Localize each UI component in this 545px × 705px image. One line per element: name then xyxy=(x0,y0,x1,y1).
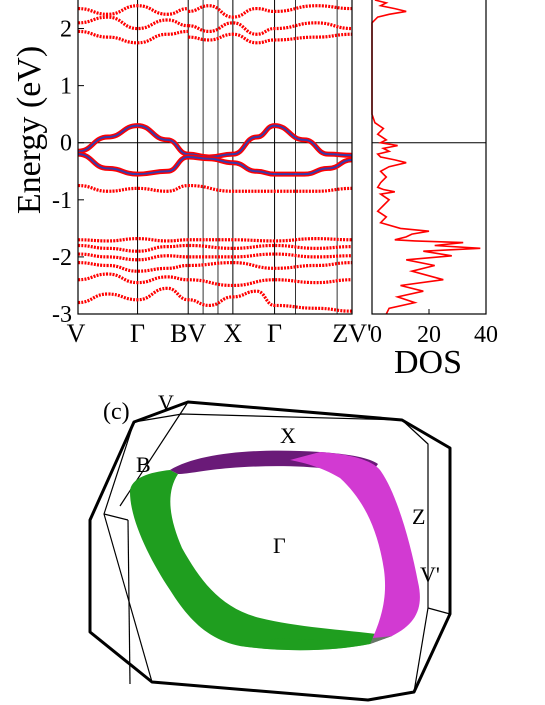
dos-panel: 0 20 40 DOS xyxy=(370,0,498,381)
band-line-8 xyxy=(77,183,353,193)
fermi-surface-panel: (c) V X B Γ Z xyxy=(88,390,452,702)
bz-label-x: X xyxy=(280,423,296,448)
fermi-surface-green-sheet xyxy=(130,470,392,651)
dos-axis-label: DOS xyxy=(394,344,462,381)
panel-c-label: (c) xyxy=(103,399,130,425)
y-tick-label: -2 xyxy=(52,245,72,271)
bz-label-v: V xyxy=(158,390,174,415)
band-line-11 xyxy=(77,252,353,262)
dos-x-tick-label: 40 xyxy=(474,322,498,348)
dos-x-ticks: 0 20 40 xyxy=(370,309,498,348)
kpoint-label: BV xyxy=(170,319,206,348)
band-line-4 xyxy=(188,21,353,36)
kpoint-label: Γ xyxy=(130,319,145,348)
band-line-14 xyxy=(77,286,353,313)
band-line-3 xyxy=(188,4,353,19)
band-line-7 xyxy=(77,151,353,177)
dos-x-tick-label: 20 xyxy=(417,322,441,348)
y-tick-label: -3 xyxy=(52,302,72,328)
band-line-12 xyxy=(77,261,353,273)
kpoint-label: Γ xyxy=(267,319,282,348)
band-curves xyxy=(77,4,353,313)
bz-label-z: Z xyxy=(412,504,425,529)
band-frame-rect xyxy=(77,0,353,315)
fermi-surface-magenta-sheet xyxy=(290,452,420,644)
fermi-surface xyxy=(130,450,420,651)
band-line-1 xyxy=(77,15,189,31)
fermi-surface-dark-bottom xyxy=(240,636,392,651)
band-line-9 xyxy=(77,237,353,243)
band-y-ticks: -3 -2 -1 0 1 2 xyxy=(52,17,84,328)
bz-inner-edges xyxy=(133,413,403,423)
kpoint-label: ZV' xyxy=(332,319,371,348)
bz-label-vprime: V' xyxy=(420,562,440,587)
y-tick-label: -1 xyxy=(52,188,72,214)
energy-axis-label: Energy (eV) xyxy=(11,46,48,214)
bz-label-b: B xyxy=(136,452,151,477)
bz-label-gamma: Γ xyxy=(273,533,286,558)
band-line-0 xyxy=(77,4,189,16)
band-kpoint-labels: V Γ BV X Γ ZV' xyxy=(67,319,372,348)
band-line-7-fermi xyxy=(77,153,353,176)
band-line-5 xyxy=(188,32,353,45)
bz-depth-edge xyxy=(427,607,451,615)
y-tick-label: 1 xyxy=(60,74,72,100)
band-line-13 xyxy=(77,272,353,288)
band-line-6-fermi xyxy=(77,124,353,159)
y-tick-label: 2 xyxy=(60,17,72,43)
band-line-2 xyxy=(77,29,189,45)
brillouin-zone-wireframe xyxy=(88,400,452,702)
bz-front-face xyxy=(88,400,452,702)
dos-x-tick-label: 0 xyxy=(370,322,382,348)
kpoint-label: V xyxy=(67,319,86,348)
band-axes-frame xyxy=(77,0,353,315)
bz-inner-edge-right xyxy=(401,419,429,693)
bz-inner-edge-left xyxy=(103,421,135,521)
bz-rear-edge-2 xyxy=(103,513,153,683)
y-tick-label: 0 xyxy=(60,131,72,157)
kpoint-label: X xyxy=(223,319,242,348)
band-line-10 xyxy=(77,243,353,253)
dos-curve xyxy=(371,0,481,315)
